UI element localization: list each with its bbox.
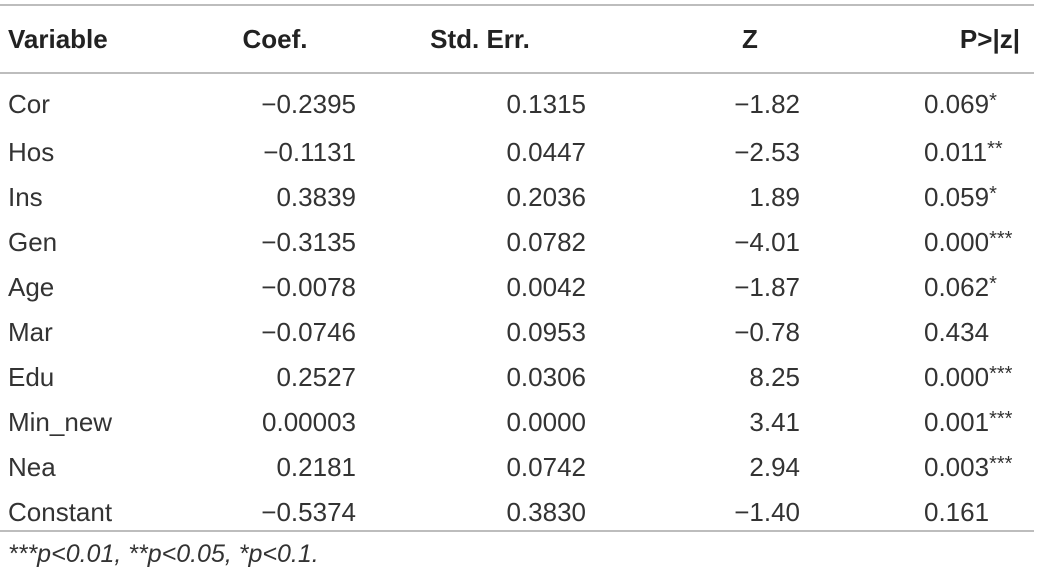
table-row: Nea 0.2181 0.0742 2.94 0.003*** <box>0 445 1034 490</box>
significance-stars: *** <box>989 453 1013 475</box>
cell-std-err: 0.0742 <box>506 452 586 482</box>
table-top-rule <box>0 4 1034 6</box>
significance-stars: * <box>989 89 997 112</box>
cell-z: −2.53 <box>734 137 800 167</box>
cell-variable: Min_new <box>8 407 113 437</box>
header-p-value: P>|z| <box>959 23 1020 54</box>
table-row: Gen −0.3135 0.0782 −4.01 0.000*** <box>0 220 1034 265</box>
p-value-text: 0.069 <box>924 88 990 119</box>
cell-coef: −0.5374 <box>261 497 356 527</box>
header-z: Z <box>742 23 758 54</box>
table-row: Age −0.0078 0.0042 −1.87 0.062* <box>0 265 1034 310</box>
cell-p-value: 0.000*** <box>830 355 1034 400</box>
table-row: Edu 0.2527 0.0306 8.25 0.000*** <box>0 355 1034 400</box>
cell-variable: Ins <box>8 182 43 212</box>
cell-coef: 0.2527 <box>276 362 356 392</box>
cell-variable: Age <box>8 272 55 302</box>
cell-z: −4.01 <box>734 227 800 257</box>
cell-variable: Constant <box>8 497 113 527</box>
cell-z: 2.94 <box>749 452 800 482</box>
header-row: Variable Coef. Std. Err. Z P>|z| <box>0 6 1034 72</box>
regression-table: Variable Coef. Std. Err. Z P>|z| Cor −0.2… <box>0 6 1034 535</box>
cell-p-value: 0.161 <box>830 490 1034 535</box>
cell-variable: Edu <box>8 362 55 392</box>
cell-p-value: 0.000*** <box>830 220 1034 265</box>
cell-z: −1.40 <box>734 497 800 527</box>
cell-p-value: 0.059* <box>830 175 1034 220</box>
cell-p-value: 0.003*** <box>830 445 1034 490</box>
p-value-text: 0.003 <box>924 452 990 482</box>
cell-coef: −0.1131 <box>263 137 356 167</box>
table-row: Constant −0.5374 0.3830 −1.40 0.161 <box>0 490 1034 535</box>
cell-p-value: 0.434 <box>830 310 1034 355</box>
p-value-text: 0.000 <box>924 362 990 392</box>
cell-coef: −0.3135 <box>261 227 356 257</box>
significance-stars: * <box>989 183 997 205</box>
cell-variable: Gen <box>8 227 58 257</box>
table-header-rule <box>0 72 1034 74</box>
cell-variable: Cor <box>8 88 50 119</box>
cell-z: 8.25 <box>749 362 800 392</box>
header-std-err: Std. Err. <box>430 23 530 54</box>
cell-variable: Hos <box>8 137 55 167</box>
table-row: Ins 0.3839 0.2036 1.89 0.059* <box>0 175 1034 220</box>
cell-variable: Mar <box>8 317 53 347</box>
cell-std-err: 0.0306 <box>506 362 586 392</box>
cell-z: −1.87 <box>734 272 800 302</box>
table-bottom-rule <box>0 530 1034 532</box>
header-coef: Coef. <box>242 23 308 54</box>
cell-coef: −0.0746 <box>261 317 356 347</box>
cell-std-err: 0.0782 <box>506 227 586 257</box>
header-variable: Variable <box>8 23 108 54</box>
p-value-text: 0.434 <box>924 317 990 347</box>
cell-coef: −0.0078 <box>261 272 356 302</box>
cell-z: 1.89 <box>749 182 800 212</box>
table-header: Variable Coef. Std. Err. Z P>|z| <box>0 6 1034 72</box>
cell-z: 3.41 <box>749 407 800 437</box>
cell-p-value: 0.069* <box>830 72 1034 130</box>
cell-coef: 0.00003 <box>262 407 356 437</box>
cell-variable: Nea <box>8 452 56 482</box>
cell-std-err: 0.0953 <box>506 317 586 347</box>
table-body: Cor −0.2395 0.1315 −1.82 0.069* Hos −0.1131 0.0… <box>0 72 1034 535</box>
cell-std-err: 0.0447 <box>506 137 586 167</box>
cell-std-err: 0.0000 <box>506 407 586 437</box>
p-value-text: 0.011 <box>924 137 988 167</box>
significance-stars: *** <box>989 228 1013 250</box>
table-row: Mar −0.0746 0.0953 −0.78 0.434 <box>0 310 1034 355</box>
significance-stars: ** <box>987 138 1003 160</box>
significance-stars: *** <box>989 408 1013 430</box>
p-value-text: 0.062 <box>924 272 990 302</box>
p-value-text: 0.059 <box>924 182 990 212</box>
cell-p-value: 0.062* <box>830 265 1034 310</box>
significance-stars: *** <box>989 363 1013 385</box>
cell-coef: −0.2395 <box>261 88 356 119</box>
cell-z: −0.78 <box>734 317 800 347</box>
cell-std-err: 0.2036 <box>506 182 586 212</box>
cell-std-err: 0.0042 <box>506 272 586 302</box>
p-value-text: 0.001 <box>924 407 990 437</box>
cell-z: −1.82 <box>734 88 800 119</box>
cell-coef: 0.2181 <box>276 452 356 482</box>
cell-p-value: 0.011** <box>830 130 1034 175</box>
cell-std-err: 0.3830 <box>506 497 586 527</box>
table-row: Cor −0.2395 0.1315 −1.82 0.069* <box>0 72 1034 130</box>
p-value-text: 0.000 <box>924 227 990 257</box>
significance-footnote: ***p<0.01, **p<0.05, *p<0.1. <box>8 540 319 568</box>
cell-coef: 0.3839 <box>276 182 356 212</box>
table-row: Hos −0.1131 0.0447 −2.53 0.011** <box>0 130 1034 175</box>
cell-p-value: 0.001*** <box>830 400 1034 445</box>
table-row: Min_new 0.00003 0.0000 3.41 0.001*** <box>0 400 1034 445</box>
p-value-text: 0.161 <box>924 497 990 527</box>
significance-stars: * <box>989 273 997 295</box>
cell-std-err: 0.1315 <box>506 88 586 119</box>
